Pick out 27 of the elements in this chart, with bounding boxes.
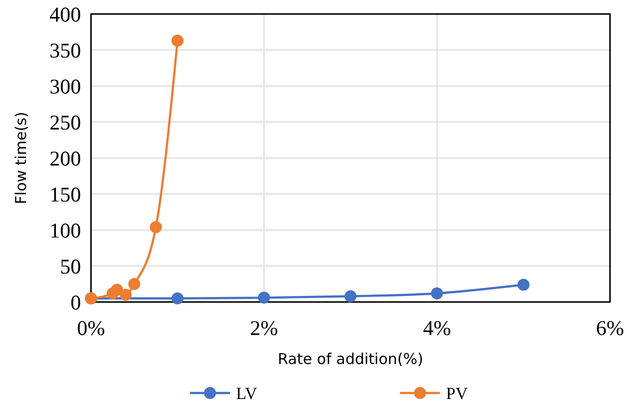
point bbox=[120, 288, 132, 301]
y-axis-title: Flow time(s) bbox=[12, 112, 30, 204]
y-tick-label: 150 bbox=[50, 182, 81, 206]
point bbox=[110, 284, 123, 296]
y-tick-label: 250 bbox=[50, 110, 81, 134]
y-tick-label: 100 bbox=[50, 218, 81, 242]
x-tick-label: 2% bbox=[250, 316, 278, 340]
point bbox=[150, 221, 162, 234]
x-tick-label: 0% bbox=[77, 316, 105, 340]
y-tick-label: 400 bbox=[50, 2, 81, 26]
x-tick-label: 6% bbox=[596, 316, 624, 340]
y-tick-label: 0 bbox=[70, 290, 81, 314]
point bbox=[344, 290, 356, 302]
point bbox=[172, 292, 184, 304]
y-tick-label: 300 bbox=[50, 74, 81, 98]
y-tick-label: 50 bbox=[60, 254, 81, 278]
x-axis-title: Rate of addition(%) bbox=[278, 350, 424, 368]
legend-label: PV bbox=[446, 384, 468, 403]
y-tick-label: 200 bbox=[50, 146, 81, 170]
point bbox=[258, 292, 270, 304]
y-tick-label: 350 bbox=[50, 38, 81, 62]
point bbox=[172, 34, 184, 47]
point bbox=[128, 278, 140, 290]
point bbox=[431, 287, 443, 300]
point bbox=[518, 278, 530, 291]
x-tick-label: 4% bbox=[423, 316, 451, 340]
legend-label: LV bbox=[236, 384, 258, 403]
